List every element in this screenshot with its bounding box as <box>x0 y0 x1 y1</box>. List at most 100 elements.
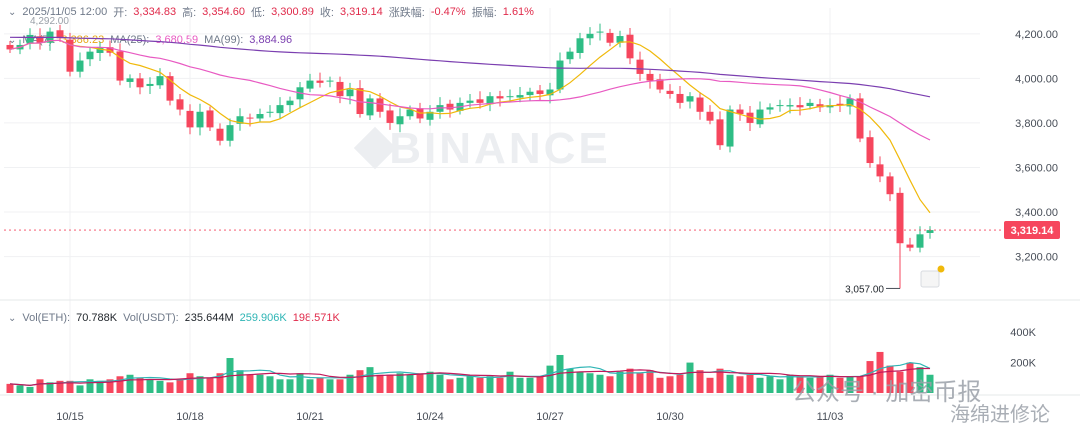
volume-bar <box>706 377 714 393</box>
candle-datetime: 2025/11/05 12:00 <box>22 6 108 18</box>
candle-body <box>376 98 384 112</box>
last-price-badge <box>1004 221 1060 240</box>
candle-body <box>6 44 14 50</box>
time-tick-label: 10/30 <box>656 411 684 423</box>
volume-bar <box>126 374 134 393</box>
volume-bar <box>356 370 364 393</box>
candle-body <box>476 99 484 103</box>
volume-bar <box>866 361 874 393</box>
vol-ma2-value: 198.571K <box>292 312 340 324</box>
volume-axis[interactable]: 400K 200K <box>1010 327 1036 369</box>
volume-tick-label: 200K <box>1010 358 1036 370</box>
volume-bar <box>496 377 504 393</box>
volume-bar <box>516 377 524 393</box>
candle-body <box>486 96 494 105</box>
volume-bar <box>256 374 264 393</box>
candle-body <box>146 83 154 86</box>
volume-bar <box>476 377 484 393</box>
ohlc-header: ⌄ 2025/11/05 12:00 开: 3,334.83 高: 3,354.… <box>8 4 534 20</box>
ma99-value: 3,884.96 <box>249 34 293 46</box>
candle-body <box>516 95 524 98</box>
candle-body <box>256 114 264 119</box>
volume-bar <box>906 362 914 393</box>
candle-body <box>356 88 364 115</box>
volume-bar <box>776 379 784 393</box>
price-tick-label: 3,400.00 <box>1015 207 1058 219</box>
candles-group <box>6 23 934 289</box>
change-label: 涨跌幅: <box>388 7 425 19</box>
price-tick-label: 3,600.00 <box>1015 162 1058 174</box>
volume-bar <box>576 371 584 393</box>
candle-body <box>496 96 504 99</box>
high-label: 高: <box>182 7 197 19</box>
candle-body <box>526 91 534 96</box>
ma25-value: 3,680.59 <box>155 34 199 46</box>
volume-bar <box>656 377 664 393</box>
volume-bar <box>316 377 324 393</box>
price-tick-label: 3,200.00 <box>1015 252 1058 264</box>
volume-bar <box>636 373 644 393</box>
candle-body <box>756 109 764 125</box>
candle-body <box>926 230 934 233</box>
close-value: 3,319.14 <box>339 6 383 18</box>
vol-usdt-label: Vol(USDT): <box>123 312 179 324</box>
amplitude-label: 振幅: <box>471 7 497 19</box>
volume-bar <box>216 373 224 393</box>
volume-bar <box>556 354 564 393</box>
candle-body <box>466 100 474 103</box>
overlay-watermark-right: 海绵进修论 <box>950 403 1050 426</box>
volume-bar <box>586 373 594 393</box>
grid-lines <box>0 8 1080 396</box>
min-marker-label: 3,057.00 <box>845 284 884 295</box>
collapse-chevron-icon[interactable]: ⌄ <box>8 6 17 18</box>
volume-bar <box>826 374 834 393</box>
candle-body <box>56 30 64 39</box>
vol-eth-label: Vol(ETH): <box>22 312 71 324</box>
last-price-label: 3,319.14 <box>1011 225 1055 237</box>
time-tick-label: 11/03 <box>817 411 844 423</box>
volume-ma-lines-group <box>9 361 931 387</box>
ma99-line <box>9 36 931 98</box>
candle-body <box>546 89 554 96</box>
ma-collapse-chevron-icon[interactable]: ⌄ <box>8 34 17 46</box>
settings-icon <box>920 270 940 288</box>
volume-tick-label: 400K <box>1010 327 1036 339</box>
candle-body <box>166 76 174 101</box>
time-axis[interactable]: 10/15 10/18 10/21 10/24 10/27 10/30 11/03 <box>56 411 843 423</box>
volume-collapse-chevron-icon[interactable]: ⌄ <box>8 312 17 324</box>
volume-bar <box>836 377 844 393</box>
time-tick-label: 10/21 <box>296 411 324 423</box>
price-markers: 3,057.00 4,292.00 <box>30 16 945 295</box>
notification-dot-icon <box>937 265 945 273</box>
close-label: 收: <box>319 7 334 19</box>
volume-bar <box>606 376 614 393</box>
volume-bar <box>696 370 704 393</box>
volume-bar <box>376 374 384 393</box>
volume-bar <box>346 374 354 393</box>
price-axis[interactable]: 4,200.00 4,000.00 3,800.00 3,600.00 3,400.00… <box>4 29 1060 264</box>
candle-body <box>916 234 924 248</box>
volume-bar <box>766 376 774 393</box>
volume-bar <box>736 376 744 393</box>
amplitude-value: 1.61% <box>502 6 534 18</box>
candle-body <box>306 80 314 89</box>
volume-bar <box>456 377 464 393</box>
ma99-label[interactable]: MA(99): <box>204 34 244 46</box>
volume-bar <box>46 382 54 393</box>
volume-bar <box>236 370 244 393</box>
volume-bar <box>146 379 154 393</box>
volume-bar <box>386 374 394 393</box>
candle-body <box>606 32 614 43</box>
volume-bar <box>66 380 74 393</box>
candle-body <box>326 80 334 82</box>
volume-bar <box>546 365 554 393</box>
open-label: 开: <box>113 7 128 19</box>
volume-bar <box>566 368 574 393</box>
candle-body <box>446 103 454 110</box>
candle-body <box>886 176 894 195</box>
candle-body <box>616 36 624 43</box>
volume-bar <box>96 380 104 393</box>
volume-bar <box>536 376 544 393</box>
overlay-watermark-left: 公众号 · 加密币报 <box>792 379 981 406</box>
